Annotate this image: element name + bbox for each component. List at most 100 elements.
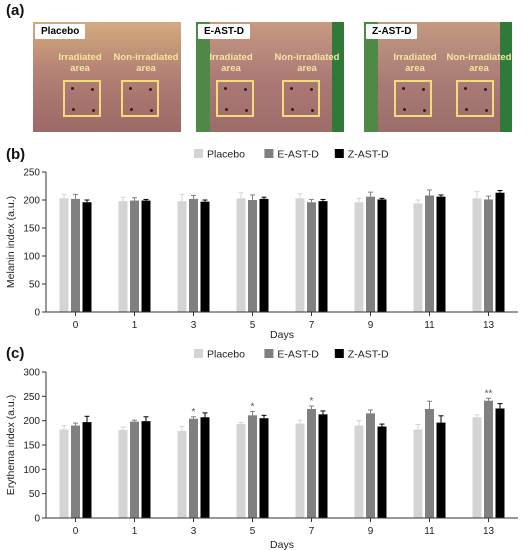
x-tick-label: 11 (424, 320, 435, 331)
x-tick-label: 11 (424, 526, 435, 537)
legend-swatch (194, 149, 203, 158)
legend: Placebo E-AST-D Z-AST-D (194, 349, 389, 361)
significance-marker: * (192, 407, 196, 418)
bar (189, 198, 198, 312)
x-tick-label: 9 (368, 320, 374, 331)
bar (425, 195, 434, 312)
x-tick-label: 5 (250, 320, 256, 331)
marker-dot (310, 88, 313, 91)
melanin-index-chart: Placebo E-AST-D Z-AST-D050100150200250Mela… (5, 149, 518, 340)
legend-swatch (264, 149, 274, 158)
y-tick-label: 50 (29, 280, 41, 291)
bar (377, 199, 387, 312)
x-tick-label: 3 (191, 526, 197, 537)
non-irradiated-area-label: Non-irradiated area (446, 52, 512, 74)
marker-dot (484, 88, 487, 91)
marker-dot (244, 88, 247, 91)
bar (259, 198, 269, 312)
marker-dot (72, 108, 75, 111)
bar (71, 198, 80, 312)
irradiated-area-box (63, 80, 101, 117)
legend-label: Z-AST-D (348, 149, 389, 161)
marker-dot (224, 87, 227, 90)
bar (295, 423, 305, 518)
bar (259, 418, 269, 518)
marker-dot (422, 88, 425, 91)
bar (318, 201, 328, 312)
marker-dot (225, 108, 228, 111)
y-tick-label: 0 (34, 514, 40, 525)
legend-label: Placebo (207, 149, 245, 161)
non-irradiated-area-box (121, 80, 159, 117)
photo-label: Placebo (35, 24, 86, 39)
x-tick-label: 13 (483, 320, 495, 331)
legend-label: Placebo (207, 349, 245, 361)
y-tick-label: 200 (23, 196, 40, 207)
marker-dot (71, 87, 74, 90)
erythema-index-chart: Placebo E-AST-D Z-AST-D050100150200250300E… (5, 349, 518, 550)
panel-label-b: (b) (6, 146, 26, 163)
marker-dot (92, 109, 95, 112)
background-drape (364, 22, 378, 132)
irradiated-area-box (394, 80, 432, 117)
bar (318, 414, 328, 518)
bar (495, 192, 505, 312)
non-irradiated-area-label: Non-irradiated area (113, 52, 179, 74)
bar (307, 408, 316, 518)
x-tick-label: 3 (191, 320, 197, 331)
marker-dot (129, 87, 132, 90)
x-axis-label: Days (270, 329, 294, 340)
marker-dot (130, 108, 133, 111)
marker-dot (423, 109, 426, 112)
photo-e-ast-d: E-AST-D Irradiated area Non-irradiated are… (196, 22, 344, 132)
bar (436, 196, 446, 312)
x-tick-label: 7 (309, 320, 315, 331)
x-tick-label: 1 (132, 320, 138, 331)
background-drape (196, 22, 210, 132)
bar (484, 400, 493, 518)
bar (130, 421, 139, 518)
y-tick-label: 250 (23, 168, 40, 179)
bar (484, 199, 493, 312)
legend-swatch (334, 149, 344, 158)
bar (366, 413, 375, 518)
panel-label-c: (c) (6, 345, 25, 362)
marker-dot (403, 108, 406, 111)
bar (472, 417, 482, 518)
bar (189, 418, 198, 518)
y-axis-label: Erythema index (a.u.) (5, 395, 17, 495)
irradiated-area-label: Irradiated area (209, 52, 253, 74)
significance-marker: * (310, 396, 314, 407)
bar (354, 425, 364, 518)
marker-dot (91, 88, 94, 91)
marker-dot (465, 108, 468, 111)
y-tick-label: 100 (23, 465, 40, 476)
significance-marker: * (251, 401, 255, 412)
bar (82, 202, 92, 312)
photo-z-ast-d: Z-AST-D Irradiated area Non-irradiated are… (364, 22, 512, 132)
x-tick-label: 1 (132, 526, 138, 537)
background-drape (332, 22, 344, 132)
significance-marker: ** (485, 388, 493, 399)
marker-dot (149, 88, 152, 91)
bar (130, 200, 139, 312)
bar (307, 202, 316, 312)
legend-swatch (194, 349, 203, 358)
bar (141, 200, 151, 312)
y-axis-label: Melanin index (a.u.) (5, 196, 17, 288)
marker-dot (311, 109, 314, 112)
bar (354, 202, 364, 312)
x-tick-label: 7 (309, 526, 315, 537)
y-tick-label: 250 (23, 392, 40, 403)
legend-swatch (264, 349, 274, 358)
marker-dot (150, 109, 153, 112)
bar (248, 200, 257, 312)
bar (295, 198, 305, 312)
non-irradiated-area-box (456, 80, 494, 117)
y-tick-label: 0 (34, 308, 40, 319)
photo-label: Z-AST-D (366, 24, 418, 39)
marker-dot (291, 108, 294, 111)
bar (366, 196, 375, 312)
non-irradiated-area-label: Non-irradiated area (274, 52, 340, 74)
panel-label-a: (a) (6, 2, 25, 19)
